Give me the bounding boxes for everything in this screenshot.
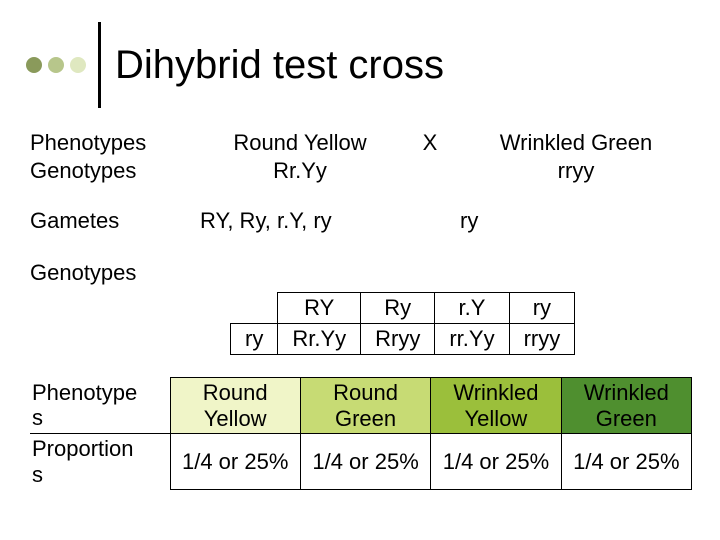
result-proportion-1: 1/4 or 25%	[300, 434, 430, 490]
parent2-genotype: rryy	[460, 158, 692, 184]
punnett-cell-0: Rr.Yy	[278, 324, 361, 355]
header-divider	[98, 22, 101, 108]
slide-title: Dihybrid test cross	[115, 43, 444, 88]
header-dots	[26, 57, 86, 73]
results-phenotypes-label: Phenotypes	[30, 378, 170, 434]
gametes-row: Gametes RY, Ry, r.Y, ry ry	[30, 208, 692, 234]
result-phenotype-3: WrinkledGreen	[561, 378, 691, 434]
punnett-col-3: ry	[509, 293, 575, 324]
slide-header: Dihybrid test cross	[0, 0, 720, 130]
parent2-gametes: ry	[460, 208, 692, 234]
genotypes-row: Genotypes Rr.Yy rryy	[30, 158, 692, 184]
result-phenotype-1: RoundGreen	[300, 378, 430, 434]
punnett-col-2: r.Y	[435, 293, 509, 324]
genotypes-label: Genotypes	[30, 158, 200, 184]
punnett-cell-3: rryy	[509, 324, 575, 355]
result-proportion-3: 1/4 or 25%	[561, 434, 691, 490]
punnett-cell-2: rr.Yy	[435, 324, 509, 355]
parent2-phenotype: Wrinkled Green	[460, 130, 692, 156]
punnett-cell-1: Rryy	[361, 324, 435, 355]
punnett-table: RY Ry r.Y ry ry Rr.Yy Rryy rr.Yy rryy	[230, 292, 575, 355]
results-proportions-label: Proportions	[30, 434, 170, 490]
cross-symbol: X	[400, 130, 460, 156]
dot-1	[26, 57, 42, 73]
phenotypes-row: Phenotypes Round Yellow X Wrinkled Green	[30, 130, 692, 156]
punnett-col-1: Ry	[361, 293, 435, 324]
phenotypes-label: Phenotypes	[30, 130, 200, 156]
slide-content: Phenotypes Round Yellow X Wrinkled Green…	[0, 130, 720, 490]
result-phenotype-2: WrinkledYellow	[431, 378, 561, 434]
table-row: Phenotypes RoundYellow RoundGreen Wrinkl…	[30, 378, 692, 434]
dot-2	[48, 57, 64, 73]
table-row: Proportions 1/4 or 25% 1/4 or 25% 1/4 or…	[30, 434, 692, 490]
result-proportion-2: 1/4 or 25%	[431, 434, 561, 490]
result-phenotype-0: RoundYellow	[170, 378, 300, 434]
punnett-row-label: ry	[231, 324, 278, 355]
gametes-label: Gametes	[30, 208, 200, 234]
punnett-label: Genotypes	[30, 260, 692, 286]
table-row: RY Ry r.Y ry	[231, 293, 575, 324]
dot-3	[70, 57, 86, 73]
parent1-gametes: RY, Ry, r.Y, ry	[200, 208, 400, 234]
punnett-col-0: RY	[278, 293, 361, 324]
results-table: Phenotypes RoundYellow RoundGreen Wrinkl…	[30, 377, 692, 490]
table-row: ry Rr.Yy Rryy rr.Yy rryy	[231, 324, 575, 355]
parent1-genotype: Rr.Yy	[200, 158, 400, 184]
parent1-phenotype: Round Yellow	[200, 130, 400, 156]
result-proportion-0: 1/4 or 25%	[170, 434, 300, 490]
